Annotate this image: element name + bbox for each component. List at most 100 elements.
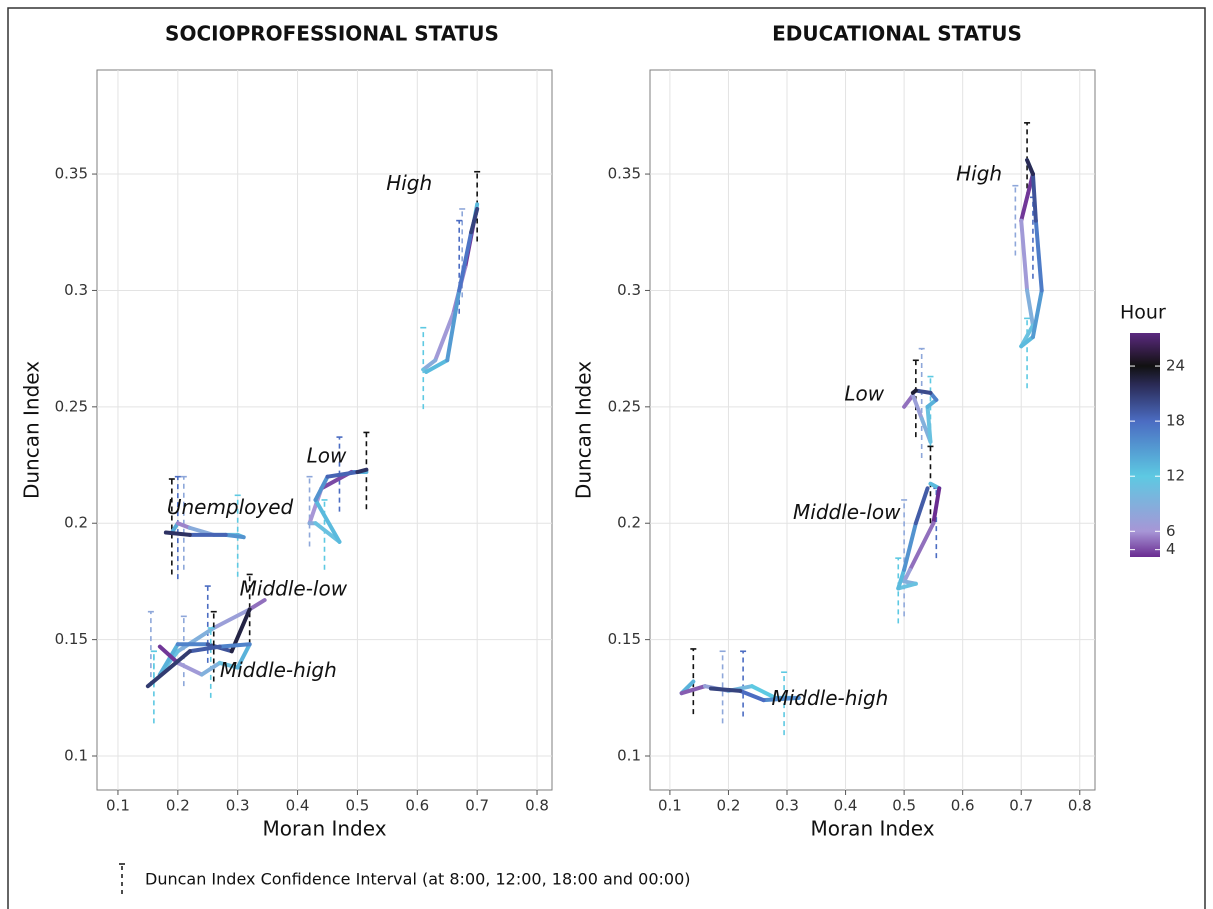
- trajectory-segment: [1025, 158, 1035, 177]
- colorbar-tick-label: 12: [1166, 467, 1185, 485]
- series-label: High: [386, 171, 432, 195]
- trajectory-segment: [913, 388, 933, 395]
- x-tick-label: 0.1: [658, 797, 682, 815]
- trajectory-segment: [1019, 172, 1035, 223]
- x-tick-label: 0.2: [717, 797, 741, 815]
- trajectory-segment: [175, 521, 192, 530]
- plot-area: [649, 69, 1096, 791]
- y-tick-label: 0.2: [617, 514, 641, 532]
- y-tick-label: 0.3: [617, 281, 641, 299]
- y-tick-label: 0.35: [608, 165, 641, 183]
- x-axis-label: Moran Index: [262, 817, 386, 841]
- trajectory-segment: [902, 393, 915, 409]
- y-tick-label: 0.25: [608, 397, 641, 415]
- colorbar-tick-label: 4: [1166, 540, 1176, 558]
- trajectory-segment: [902, 521, 918, 572]
- trajectory-segment: [761, 695, 801, 703]
- trajectory-segment: [708, 686, 743, 693]
- x-tick-label: 0.4: [286, 797, 310, 815]
- trajectory-segment: [163, 530, 192, 537]
- trajectory-segment: [913, 486, 930, 526]
- trajectory-segment: [896, 581, 918, 591]
- trajectory-segment: [931, 486, 942, 526]
- x-tick-label: 0.8: [525, 797, 549, 815]
- trajectory-segment: [910, 393, 924, 421]
- frame: [7, 7, 1206, 909]
- colorbar-tick-label: 18: [1166, 412, 1185, 430]
- trajectory-segment: [187, 644, 222, 654]
- trajectory-segment: [325, 470, 360, 479]
- trajectory-segment: [223, 532, 246, 540]
- y-tick-label: 0.3: [64, 281, 88, 299]
- trajectory-segment: [445, 288, 462, 363]
- trajectory-segment: [1025, 288, 1035, 328]
- x-tick-label: 0.7: [465, 797, 489, 815]
- trajectory-segment: [738, 688, 766, 703]
- y-tick-label: 0.15: [55, 630, 88, 648]
- footnote: Duncan Index Confidence Interval (at 8:0…: [145, 870, 691, 889]
- trajectory-segment: [217, 642, 252, 649]
- x-tick-label: 0.3: [775, 797, 799, 815]
- x-tick-label: 0.2: [166, 797, 190, 815]
- y-tick-label: 0.1: [64, 747, 88, 765]
- trajectory-segment: [355, 467, 369, 475]
- trajectory-segment: [1019, 335, 1035, 349]
- trajectory-segment: [679, 684, 708, 696]
- colorbar-tick-label: 24: [1166, 357, 1185, 375]
- x-tick-label: 0.6: [405, 797, 429, 815]
- y-axis-label: Duncan Index: [572, 361, 596, 499]
- trajectory-segment: [902, 567, 912, 584]
- y-axis-label: Duncan Index: [20, 361, 44, 499]
- series-label: Low: [307, 444, 347, 468]
- x-tick-label: 0.3: [226, 797, 250, 815]
- y-tick-label: 0.1: [617, 747, 641, 765]
- trajectory-segment: [217, 660, 240, 670]
- trajectory-segment: [313, 474, 330, 502]
- series-label: Low: [844, 381, 884, 405]
- y-tick-label: 0.25: [55, 397, 88, 415]
- series-label: Middle-low: [793, 500, 901, 524]
- series-label: Middle-high: [220, 658, 337, 682]
- trajectory-segment: [1030, 288, 1044, 340]
- x-tick-label: 0.4: [834, 797, 858, 815]
- y-tick-label: 0.15: [608, 630, 641, 648]
- trajectory-segment: [925, 404, 933, 444]
- trajectory-segment: [896, 567, 907, 591]
- trajectory-segment: [157, 642, 180, 677]
- trajectory-segment: [175, 660, 204, 677]
- x-tick-label: 0.1: [106, 797, 130, 815]
- trajectory-segment: [211, 607, 252, 630]
- trajectory-segment: [421, 358, 438, 372]
- trajectory-segment: [313, 497, 342, 544]
- y-tick-label: 0.35: [55, 165, 88, 183]
- series-label: Middle-low: [240, 577, 348, 601]
- panel-title: EDUCATIONAL STATUS: [772, 22, 1022, 46]
- trajectory-segment: [424, 358, 450, 374]
- x-tick-label: 0.7: [1009, 797, 1033, 815]
- trajectory-segment: [1019, 218, 1030, 293]
- trajectory-segment: [469, 206, 480, 235]
- trajectory-segment: [247, 598, 267, 612]
- trajectory-segment: [199, 660, 222, 677]
- x-tick-label: 0.5: [892, 797, 916, 815]
- x-tick-label: 0.5: [345, 797, 369, 815]
- trajectory-segment: [145, 649, 192, 689]
- x-axis-label: Moran Index: [810, 817, 934, 841]
- trajectory-segment: [433, 311, 456, 363]
- colorbar: [1130, 333, 1160, 557]
- trajectory-segment: [175, 625, 216, 654]
- trajectory-segment: [157, 644, 180, 665]
- trajectory-segment: [1030, 172, 1038, 223]
- colorbar-tick-label: 6: [1166, 522, 1176, 540]
- y-tick-label: 0.2: [64, 514, 88, 532]
- colorbar-title: Hour: [1120, 302, 1166, 324]
- series-label: High: [956, 162, 1002, 186]
- plot-area: [96, 69, 553, 791]
- trajectory-segment: [749, 684, 778, 700]
- series-label: Unemployed: [167, 495, 294, 519]
- trajectory-segment: [457, 230, 474, 293]
- trajectory-segment: [910, 388, 918, 395]
- x-tick-label: 0.8: [1068, 797, 1092, 815]
- series-label: Middle-high: [771, 686, 888, 710]
